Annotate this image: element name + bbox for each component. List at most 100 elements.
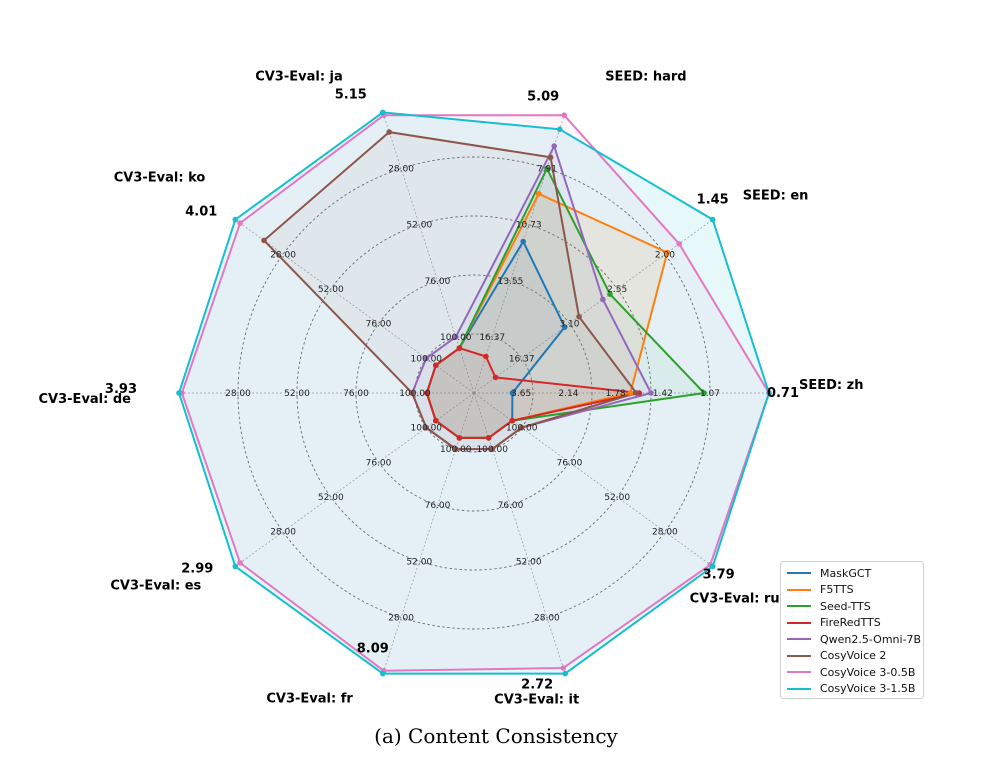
axis-best-9: 3.79 xyxy=(703,567,735,582)
series-5-point-5 xyxy=(409,390,415,396)
tick-label-4-1: 76.00 xyxy=(366,320,392,330)
series-5-point-2 xyxy=(547,154,554,161)
series-fill-2 xyxy=(426,168,705,438)
axis-title-8: CV3-Eval: it xyxy=(494,693,579,708)
series-7-point-5 xyxy=(176,390,182,396)
axis-title-7: CV3-Eval: fr xyxy=(266,692,353,707)
series-5-point-7 xyxy=(453,446,459,452)
tick-label-6-0: 100.00 xyxy=(411,424,443,434)
series-3-point-9 xyxy=(509,417,515,424)
series-2-point-0 xyxy=(701,390,707,396)
series-5-point-3 xyxy=(386,129,393,135)
tick-label-7-3: 28.00 xyxy=(388,613,414,623)
axis-best-0: 0.71 xyxy=(767,386,799,401)
series-3-point-5 xyxy=(424,390,430,396)
tick-label-6-2: 52.00 xyxy=(318,493,344,503)
legend-swatch xyxy=(787,654,811,657)
axis-title-6: CV3-Eval: es xyxy=(110,578,201,593)
legend-swatch xyxy=(787,671,811,674)
series-4-point-2 xyxy=(551,143,557,149)
series-fill-4 xyxy=(412,146,651,450)
series-5-point-9 xyxy=(518,424,525,431)
series-3-point-3 xyxy=(456,345,463,351)
legend-swatch xyxy=(787,638,811,641)
series-0-point-0 xyxy=(509,390,516,396)
series-4-point-4 xyxy=(423,355,430,362)
tick-label-9-2: 52.00 xyxy=(604,493,630,503)
tick-label-1-1: 3.10 xyxy=(559,320,579,330)
tick-label-2-0: 16.37 xyxy=(479,333,505,343)
series-7-point-9 xyxy=(709,563,716,570)
series-3-point-1 xyxy=(492,374,499,381)
series-7-point-8 xyxy=(562,670,568,677)
legend-item-0: MaskGCT xyxy=(787,565,917,582)
tick-label-8-0: 100.00 xyxy=(476,445,508,455)
legend-label: FireRedTTS xyxy=(820,616,881,630)
series-6-point-4 xyxy=(237,220,243,226)
tick-label-2-1: 13.55 xyxy=(498,277,524,287)
axis-title-9: CV3-Eval: ru xyxy=(690,591,780,606)
axis-title-4: CV3-Eval: ko xyxy=(114,171,206,186)
series-5-point-0 xyxy=(633,390,640,396)
axis-best-4: 4.01 xyxy=(185,205,217,220)
series-fill-7 xyxy=(179,112,769,674)
axis-best-7: 8.09 xyxy=(357,642,389,657)
legend-label: CosyVoice 3-0.5B xyxy=(820,665,916,679)
legend-swatch xyxy=(787,621,811,624)
series-7-point-6 xyxy=(232,563,239,570)
axis-title-2: SEED: hard xyxy=(605,69,686,84)
axis-best-8: 2.72 xyxy=(521,678,553,693)
axis-best-3: 5.15 xyxy=(335,87,367,102)
tick-label-2-3: 7.91 xyxy=(537,165,557,175)
series-0-point-1 xyxy=(561,324,568,330)
series-6-point-6 xyxy=(237,560,243,566)
series-3-point-4 xyxy=(433,362,439,369)
tick-label-0-2: 1.78 xyxy=(606,389,626,399)
tick-label-7-2: 52.00 xyxy=(406,557,432,567)
tick-label-9-1: 76.00 xyxy=(557,458,583,468)
tick-label-5-2: 52.00 xyxy=(284,389,310,399)
tick-label-4-3: 28.00 xyxy=(270,250,296,260)
tick-label-3-3: 28.00 xyxy=(388,165,414,175)
tick-label-6-3: 28.00 xyxy=(270,528,296,538)
series-7-point-3 xyxy=(380,109,386,116)
figure-caption: (a) Content Consistency xyxy=(374,724,618,748)
axis-title-1: SEED: en xyxy=(743,189,809,204)
legend-swatch xyxy=(787,572,811,575)
tick-label-0-3: 1.42 xyxy=(653,389,673,399)
series-fill-1 xyxy=(426,193,668,438)
tick-label-7-1: 76.00 xyxy=(425,501,451,511)
tick-label-5-0: 100.00 xyxy=(399,389,431,399)
tick-label-7-0: 100.00 xyxy=(440,445,472,455)
series-5-point-8 xyxy=(489,446,496,452)
series-4-point-1 xyxy=(600,296,606,303)
axis-best-5: 3.93 xyxy=(105,382,137,397)
tick-label-8-2: 52.00 xyxy=(516,557,542,567)
tick-label-1-2: 2.55 xyxy=(607,285,627,295)
legend-item-3: FireRedTTS xyxy=(787,615,917,632)
legend-item-2: Seed-TTS xyxy=(787,598,917,615)
series-fill-3 xyxy=(426,348,640,438)
series-fill-6 xyxy=(181,115,769,671)
legend-item-6: CosyVoice 3-0.5B xyxy=(787,664,917,681)
tick-label-4-0: 100.00 xyxy=(411,354,443,364)
tick-label-0-1: 2.14 xyxy=(558,389,578,399)
tick-label-4-2: 52.00 xyxy=(318,285,344,295)
series-2-point-2 xyxy=(544,165,550,172)
tick-label-9-0: 100.00 xyxy=(506,424,538,434)
tick-label-3-0: 100.00 xyxy=(440,333,472,343)
axis-best-2: 5.09 xyxy=(527,89,559,104)
tick-label-1-0: 16.37 xyxy=(509,354,535,364)
axis-best-1: 1.45 xyxy=(697,193,729,208)
tick-label-8-1: 76.00 xyxy=(498,501,524,511)
legend-item-5: CosyVoice 2 xyxy=(787,648,917,665)
series-5-point-6 xyxy=(423,424,430,431)
legend-label: Seed-TTS xyxy=(820,599,871,613)
series-3-point-2 xyxy=(483,353,489,360)
series-7-point-1 xyxy=(709,216,716,223)
legend-item-1: F5TTS xyxy=(787,582,917,599)
tick-label-0-4: 1.07 xyxy=(700,389,720,399)
series-6-point-1 xyxy=(676,241,682,247)
legend-swatch xyxy=(787,687,811,690)
